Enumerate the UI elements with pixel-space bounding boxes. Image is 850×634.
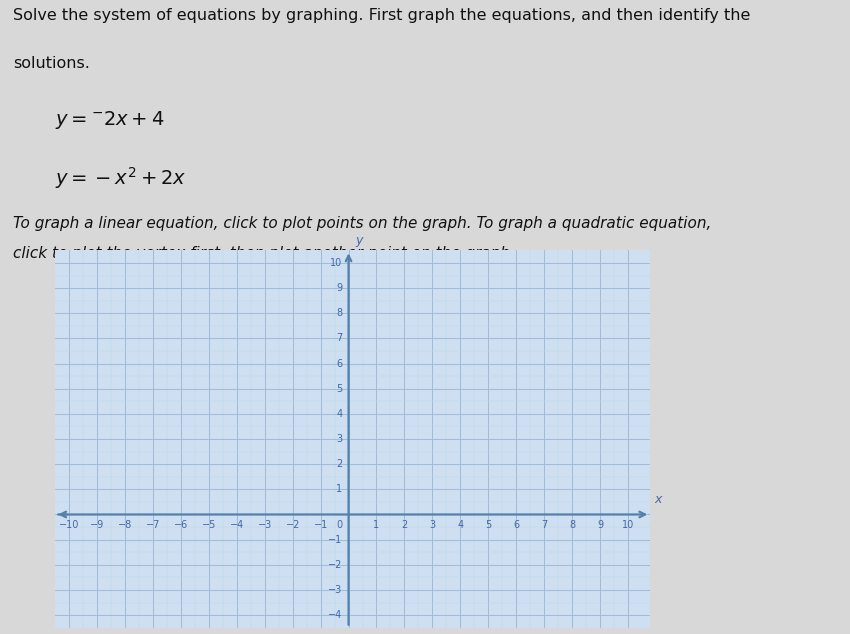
Text: 5: 5 xyxy=(485,520,491,530)
Text: 3: 3 xyxy=(337,434,343,444)
Text: 8: 8 xyxy=(337,308,343,318)
Text: 7: 7 xyxy=(541,520,547,530)
Text: −5: −5 xyxy=(201,520,216,530)
Text: 1: 1 xyxy=(337,484,343,495)
Text: −7: −7 xyxy=(146,520,160,530)
Text: $y = -x^2 + 2x$: $y = -x^2 + 2x$ xyxy=(55,165,187,191)
Text: 6: 6 xyxy=(513,520,519,530)
Text: −4: −4 xyxy=(230,520,244,530)
Text: x: x xyxy=(654,493,662,506)
Text: −2: −2 xyxy=(328,560,343,570)
Text: −9: −9 xyxy=(90,520,105,530)
Text: y: y xyxy=(355,234,363,247)
Text: 6: 6 xyxy=(337,359,343,368)
Text: 10: 10 xyxy=(330,258,343,268)
Text: 4: 4 xyxy=(337,409,343,419)
Text: 9: 9 xyxy=(597,520,603,530)
Text: −6: −6 xyxy=(174,520,188,530)
Text: 3: 3 xyxy=(429,520,435,530)
Text: 7: 7 xyxy=(336,333,343,344)
Text: −1: −1 xyxy=(328,534,343,545)
Text: solutions.: solutions. xyxy=(13,56,89,71)
Text: 5: 5 xyxy=(336,384,343,394)
Text: 1: 1 xyxy=(373,520,380,530)
Text: To graph a linear equation, click to plot points on the graph. To graph a quadra: To graph a linear equation, click to plo… xyxy=(13,216,711,231)
Text: click to plot the vertex first, then plot another point on the graph.: click to plot the vertex first, then plo… xyxy=(13,246,514,261)
Text: −10: −10 xyxy=(59,520,79,530)
Text: −3: −3 xyxy=(328,585,343,595)
Text: $y = {}^{-}2x + 4$: $y = {}^{-}2x + 4$ xyxy=(55,109,165,131)
Text: 2: 2 xyxy=(401,520,407,530)
Text: Solve the system of equations by graphing. First graph the equations, and then i: Solve the system of equations by graphin… xyxy=(13,8,750,23)
Text: −8: −8 xyxy=(118,520,133,530)
Text: −3: −3 xyxy=(258,520,272,530)
Text: 9: 9 xyxy=(337,283,343,293)
Text: −2: −2 xyxy=(286,520,300,530)
Text: 10: 10 xyxy=(622,520,634,530)
Text: −1: −1 xyxy=(314,520,328,530)
Text: 8: 8 xyxy=(569,520,575,530)
Text: 0: 0 xyxy=(337,520,343,530)
Text: 2: 2 xyxy=(336,459,343,469)
Text: 4: 4 xyxy=(457,520,463,530)
Text: −4: −4 xyxy=(328,610,343,620)
